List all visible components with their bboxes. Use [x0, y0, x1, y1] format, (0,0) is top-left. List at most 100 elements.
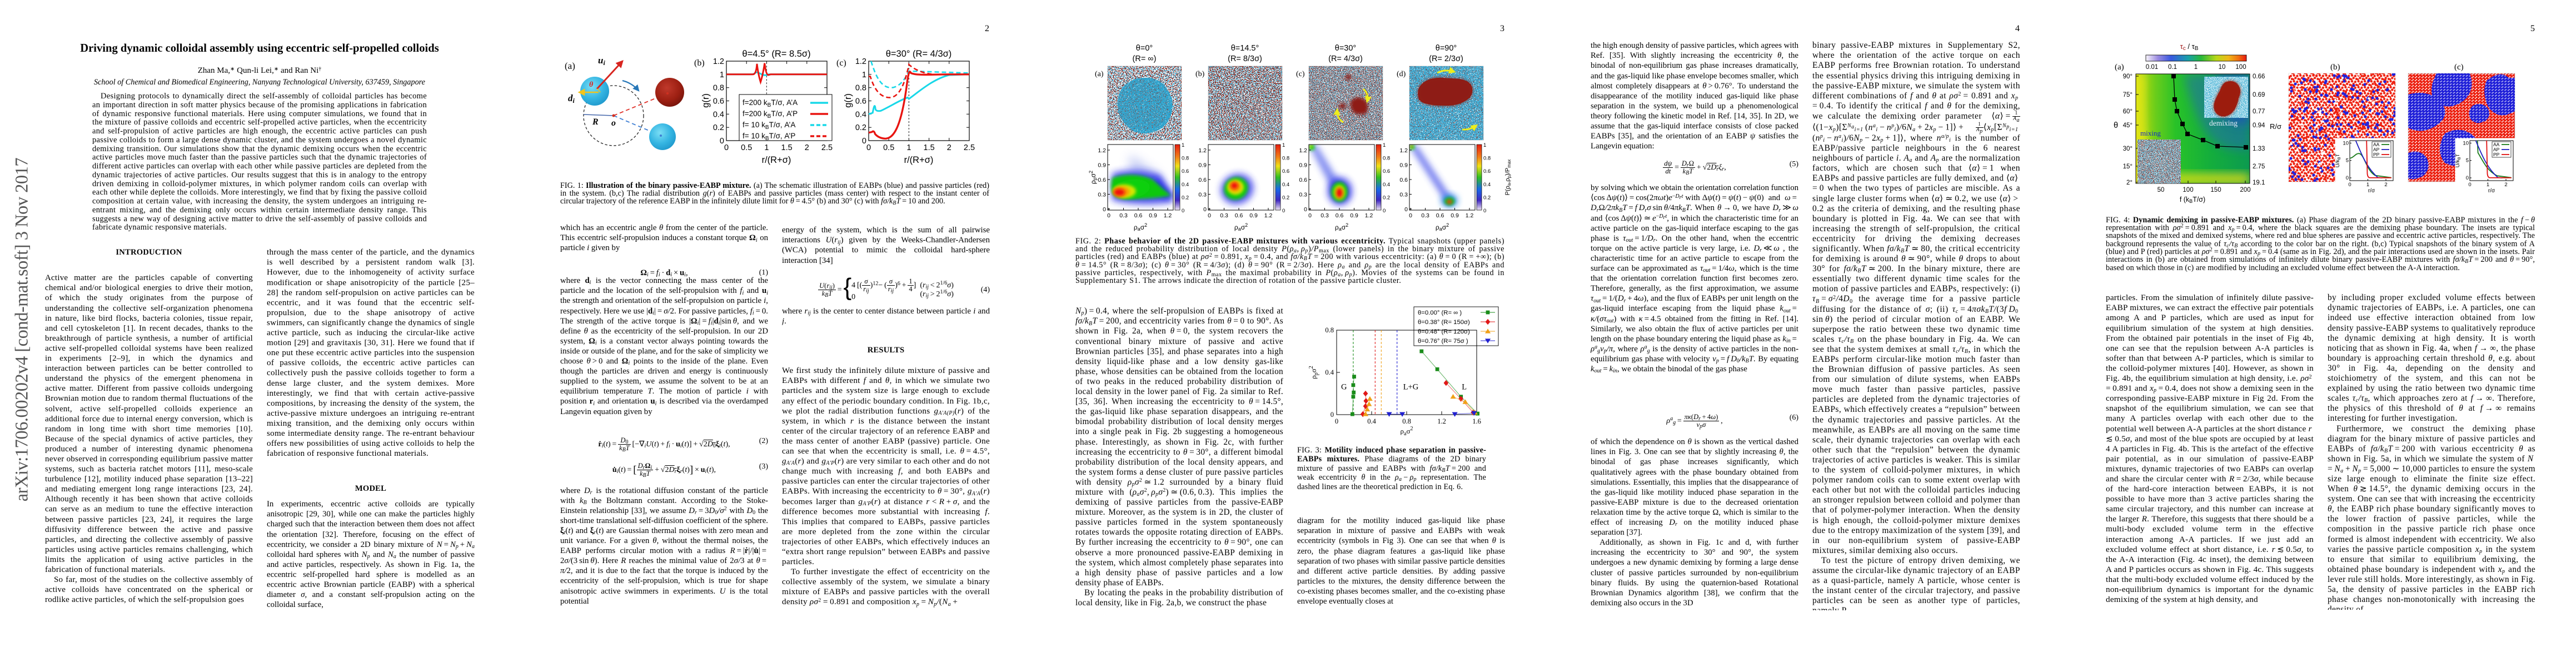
svg-text:0.6: 0.6 — [1198, 177, 1207, 183]
svg-text:0.6: 0.6 — [1282, 168, 1289, 175]
svg-text:2: 2 — [947, 143, 951, 152]
svg-text:0.6: 0.6 — [1399, 177, 1408, 183]
svg-text:(R= ∞): (R= ∞) — [1133, 54, 1157, 63]
svg-text:0.3: 0.3 — [1299, 192, 1307, 198]
svg-text:(b): (b) — [2330, 63, 2340, 72]
svg-text:1: 1 — [764, 143, 769, 152]
svg-text:1: 1 — [1383, 142, 1386, 148]
svg-text:2.75: 2.75 — [2253, 163, 2265, 170]
svg-text:0.2: 0.2 — [855, 123, 866, 132]
svg-text:0.3: 0.3 — [1098, 192, 1106, 198]
svg-text:ρaσ2: ρaσ2 — [1401, 426, 1413, 437]
svg-text:ui: ui — [598, 55, 605, 67]
svg-text:0.6: 0.6 — [1383, 168, 1390, 175]
svg-text:0: 0 — [1304, 206, 1307, 213]
svg-text:(b): (b) — [1195, 70, 1205, 78]
svg-text:30°: 30° — [2123, 146, 2132, 152]
svg-text:0.4: 0.4 — [855, 110, 866, 119]
svg-text:f=200 kBT/σ, A’A: f=200 kBT/σ, A’A — [743, 98, 798, 108]
svg-text:1.5: 1.5 — [924, 143, 935, 152]
svg-text:(a): (a) — [1095, 70, 1104, 78]
svg-text:0: 0 — [1409, 212, 1412, 219]
svg-text:L: L — [1462, 382, 1467, 391]
svg-text:R/σ: R/σ — [2270, 122, 2281, 131]
svg-text:15°: 15° — [2123, 163, 2132, 170]
svg-text:θ=0°: θ=0° — [1136, 44, 1153, 53]
svg-text:(R= 8/3σ): (R= 8/3σ) — [1228, 54, 1262, 63]
svg-text:0.3: 0.3 — [1421, 212, 1429, 219]
svg-text:0.8: 0.8 — [1483, 156, 1491, 162]
svg-text:r/(R+σ): r/(R+σ) — [904, 155, 934, 165]
svg-text:0.4: 0.4 — [713, 110, 724, 119]
svg-text:0: 0 — [1383, 208, 1386, 214]
svg-text:0.9: 0.9 — [1399, 162, 1408, 169]
svg-text:5: 5 — [2346, 158, 2349, 164]
svg-text:0: 0 — [1483, 208, 1486, 214]
svg-text:θ=0.38° (R= 150σ): θ=0.38° (R= 150σ) — [1418, 319, 1470, 326]
svg-text:1: 1 — [1282, 142, 1285, 148]
svg-text:0: 0 — [724, 143, 729, 152]
svg-text:150: 150 — [2210, 187, 2221, 193]
svg-text:0.2: 0.2 — [713, 123, 724, 132]
svg-text:1: 1 — [1483, 142, 1486, 148]
svg-text:1.2: 1.2 — [1198, 147, 1207, 154]
svg-text:0.2: 0.2 — [1383, 195, 1390, 201]
svg-text:1.2: 1.2 — [1365, 212, 1373, 219]
svg-text:θ=30°: θ=30° — [1335, 44, 1356, 53]
svg-text:r/(R+σ): r/(R+σ) — [762, 155, 791, 165]
svg-text:1.2: 1.2 — [1098, 147, 1106, 154]
svg-text:ρpσ2: ρpσ2 — [1308, 366, 1319, 379]
svg-text:0.8: 0.8 — [1402, 417, 1411, 425]
svg-text:0: 0 — [1208, 212, 1211, 219]
svg-text:θ: θ — [589, 81, 594, 89]
svg-text:ρaσ2: ρaσ2 — [1234, 222, 1248, 232]
svg-text:2°: 2° — [2126, 180, 2132, 186]
svg-text:θ: θ — [2114, 121, 2118, 130]
svg-text:1.2: 1.2 — [855, 57, 866, 66]
svg-text:0: 0 — [720, 137, 724, 146]
svg-text:60°: 60° — [2123, 108, 2132, 115]
svg-text:θ=0.00° (R= ∞ ): θ=0.00° (R= ∞ ) — [1418, 310, 1462, 316]
svg-text:0.5: 0.5 — [741, 143, 752, 152]
svg-text:0.8: 0.8 — [1282, 156, 1289, 162]
svg-text:0.3: 0.3 — [1198, 192, 1207, 198]
svg-text:1.2: 1.2 — [1437, 417, 1446, 425]
svg-text:0: 0 — [1335, 417, 1338, 425]
svg-text:0: 0 — [1282, 208, 1285, 214]
svg-text:AP: AP — [2373, 147, 2380, 152]
svg-text:0: 0 — [1308, 212, 1312, 219]
svg-text:0.9: 0.9 — [1098, 162, 1106, 169]
svg-text:0.77: 0.77 — [2253, 108, 2265, 115]
svg-text:P(ρa,ρp)/Pmax: P(ρa,ρp)/Pmax — [1504, 160, 1512, 196]
svg-text:g(r): g(r) — [843, 93, 853, 108]
svg-text:50: 50 — [2158, 187, 2165, 193]
svg-text:G: G — [1341, 382, 1347, 391]
svg-text:100: 100 — [2183, 187, 2193, 193]
svg-text:0.6: 0.6 — [855, 97, 866, 106]
svg-text:75°: 75° — [2123, 92, 2132, 98]
svg-text:0.9: 0.9 — [1451, 212, 1459, 219]
svg-text:5: 5 — [2466, 158, 2469, 164]
svg-text:(a): (a) — [565, 61, 575, 71]
svg-text:0.6: 0.6 — [1134, 212, 1143, 219]
svg-text:f=200 kBT/σ, A’P: f=200 kBT/σ, A’P — [743, 109, 798, 120]
svg-text:0.4: 0.4 — [1367, 417, 1376, 425]
svg-text:0: 0 — [1404, 206, 1408, 213]
svg-text:1: 1 — [906, 143, 911, 152]
svg-text:0.8: 0.8 — [1383, 156, 1390, 162]
svg-text:U/kBT: U/kBT — [2335, 153, 2341, 167]
svg-text:45°: 45° — [2123, 122, 2132, 129]
svg-text:r/σ: r/σ — [2488, 188, 2495, 194]
svg-text:0.3: 0.3 — [1119, 212, 1128, 219]
svg-text:(c): (c) — [1296, 70, 1305, 78]
svg-text:0.69: 0.69 — [2253, 92, 2265, 98]
svg-text:1: 1 — [2366, 182, 2369, 188]
svg-text:0.4: 0.4 — [1383, 182, 1390, 188]
svg-text:0.6: 0.6 — [1299, 177, 1307, 183]
svg-text:0.9: 0.9 — [1249, 212, 1258, 219]
svg-text:0.9: 0.9 — [1149, 212, 1157, 219]
svg-text:0: 0 — [866, 143, 871, 152]
svg-text:1.2: 1.2 — [1264, 212, 1273, 219]
svg-text:PP: PP — [2493, 152, 2500, 157]
svg-text:(a): (a) — [2115, 63, 2124, 72]
